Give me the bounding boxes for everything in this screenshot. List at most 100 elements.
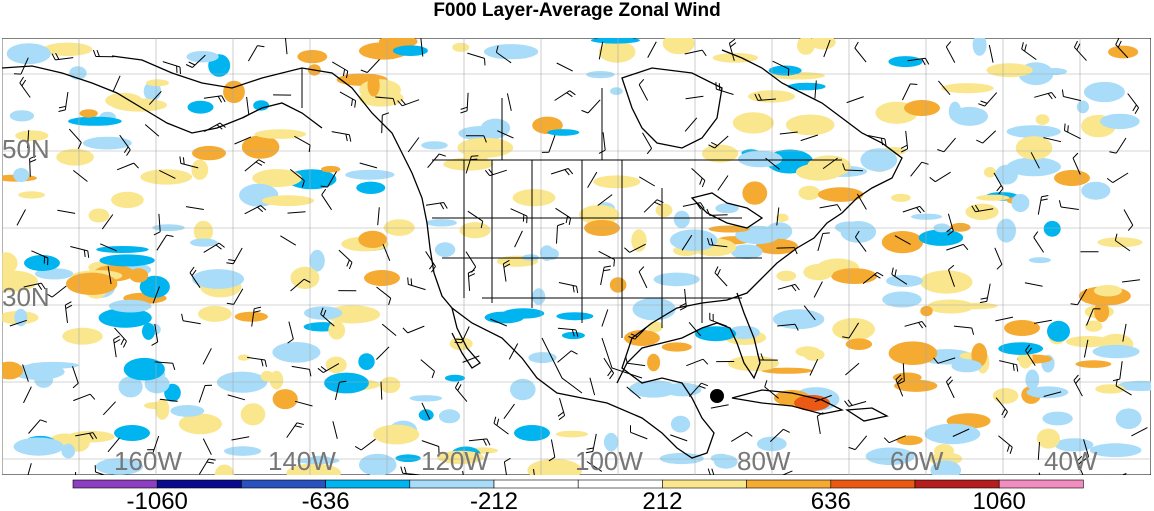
wind-barb — [714, 266, 728, 287]
wind-shade-patch — [845, 338, 873, 351]
wind-barb — [685, 95, 704, 100]
wind-barb — [1058, 200, 1079, 210]
wind-barb — [1076, 455, 1084, 475]
wind-shade-patch — [99, 254, 155, 267]
wind-barb — [420, 359, 435, 379]
wind-barb — [904, 321, 927, 329]
wind-barb — [145, 435, 160, 454]
wind-barb — [460, 92, 469, 114]
wind-shade-patch — [2, 361, 23, 380]
wind-barb — [421, 440, 440, 454]
wind-barb — [185, 206, 204, 210]
wind-barb — [715, 82, 734, 95]
wind-barb — [226, 288, 244, 305]
colorbar-box — [662, 479, 747, 489]
wind-shade-patch — [272, 389, 298, 410]
wind-barb — [203, 95, 226, 103]
wind-barb — [22, 364, 29, 382]
wind-barb — [557, 350, 578, 363]
wind-barb — [953, 325, 975, 335]
colorbar-tick-label: 636 — [811, 488, 851, 511]
wind-barb — [421, 402, 431, 420]
wind-barb — [359, 162, 378, 169]
wind-barb — [159, 398, 178, 402]
wind-barb — [227, 394, 246, 401]
wind-shade-patch — [224, 446, 262, 456]
wind-shade-patch — [776, 270, 797, 282]
wind-barb — [189, 266, 201, 288]
wind-barb — [776, 207, 780, 226]
wind-barb — [101, 214, 114, 230]
wind-barb — [1106, 172, 1129, 184]
north-america-coast — [111, 49, 903, 459]
wind-shade-patch — [896, 435, 923, 446]
wind-barb — [891, 267, 908, 285]
colorbar: -1060 -636 -212 212 636 1060 — [72, 479, 1084, 511]
wind-map: 50N 30N 160W 140W 120W 100W 80W 60W 40W — [2, 38, 1151, 475]
wind-shade-patch — [15, 130, 49, 141]
wind-barb — [995, 397, 1008, 419]
wind-shade-patch — [426, 219, 457, 227]
wind-shade-patch — [79, 109, 98, 118]
colorbar-box — [241, 479, 326, 489]
wind-shade-patch — [68, 116, 122, 126]
wind-shade-patch — [272, 342, 321, 363]
wind-barb — [842, 322, 860, 339]
wind-shade-patch — [61, 443, 76, 459]
wind-barb — [244, 205, 267, 215]
wind-shade-patch — [309, 249, 325, 272]
wind-barb — [1030, 152, 1040, 169]
colorbar-box — [409, 479, 495, 489]
map-title: F000 Layer-Average Zonal Wind — [433, 0, 721, 21]
wind-shade-patch — [1026, 386, 1069, 399]
wind-barb — [468, 438, 491, 446]
wind-shade-patch — [345, 169, 395, 180]
wind-barb — [1073, 374, 1083, 397]
wind-shade-patch — [123, 357, 165, 381]
wind-shade-patch — [13, 437, 64, 456]
wind-barb — [462, 355, 480, 363]
wind-barb — [1034, 92, 1057, 100]
wind-shade-patch — [438, 409, 461, 424]
wind-shade-patch — [655, 203, 673, 217]
wind-shade-patch — [603, 432, 619, 452]
wind-shade-patch — [1117, 380, 1151, 391]
wind-barb — [772, 60, 790, 76]
wind-barb — [717, 175, 729, 191]
wind-shade-patch — [647, 321, 663, 333]
wind-shade-patch — [139, 275, 170, 298]
wind-shade-patch — [62, 327, 103, 345]
wind-barb — [900, 130, 909, 153]
wind-barb — [339, 91, 357, 108]
wind-barb — [231, 436, 250, 441]
wind-shade-patch — [1065, 336, 1111, 348]
wind-barb — [92, 49, 114, 58]
wind-barb — [198, 384, 213, 403]
wind-shade-patch — [673, 210, 690, 229]
wind-shade-patch — [540, 245, 554, 261]
wind-barb — [198, 458, 216, 475]
wind-shade-patch — [920, 305, 933, 317]
wind-barb — [708, 135, 729, 149]
wind-barb — [377, 207, 380, 226]
wind-barb — [764, 380, 779, 399]
wind-shade-patch — [785, 114, 835, 136]
wind-barb — [883, 435, 906, 444]
wind-shade-patch — [514, 425, 550, 441]
wind-barb — [1122, 279, 1141, 283]
wind-shade-patch — [193, 220, 213, 243]
wind-shade-patch — [888, 341, 938, 366]
colorbar-tick-label: -212 — [470, 488, 518, 511]
wind-shade-patch — [941, 83, 994, 94]
wind-shade-patch — [1006, 125, 1061, 138]
wind-barb — [938, 80, 951, 96]
wind-shade-patch — [358, 230, 387, 248]
wind-barb — [467, 52, 486, 66]
wind-shade-patch — [624, 330, 660, 346]
wind-shade-patch — [694, 326, 737, 342]
wind-shade-patch — [457, 137, 514, 158]
wind-shade-patch — [798, 185, 821, 201]
wind-shade-patch — [95, 458, 144, 475]
wind-barb — [823, 39, 831, 58]
lon-label: 100W — [575, 446, 643, 475]
